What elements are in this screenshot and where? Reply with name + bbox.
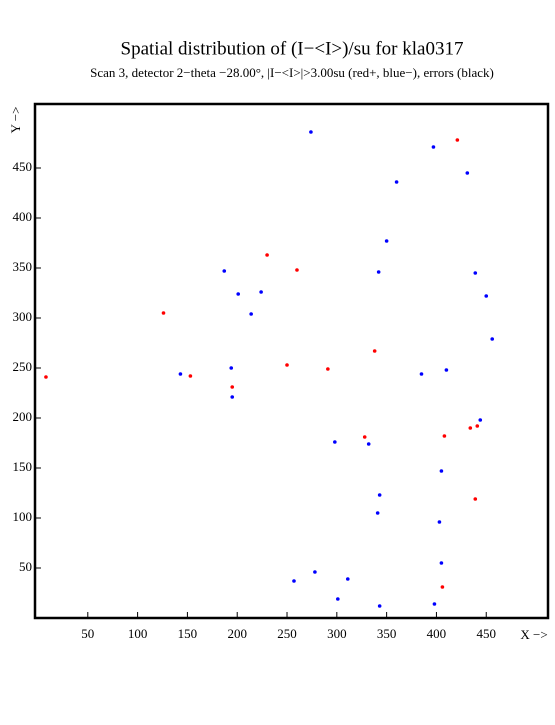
point [309,130,313,134]
x-tick-label: 50 [81,626,94,641]
point [249,312,253,316]
y-tick-label: 450 [13,159,33,174]
y-tick-label: 100 [13,509,33,524]
point [178,372,183,376]
point [473,271,478,275]
point [229,366,234,370]
point [484,294,489,298]
y-tick-label: 250 [13,359,33,374]
point [230,385,235,389]
point [439,469,444,473]
point [161,311,166,315]
point [444,368,449,372]
point [295,268,299,272]
point [394,180,399,184]
chart-subtitle: Scan 3, detector 2−theta −28.00°, |I−<I>… [90,65,494,80]
point [377,604,382,608]
point [372,349,377,353]
point [222,269,227,273]
point [440,585,445,589]
point [431,145,436,149]
x-axis-label: X −> [520,627,547,642]
point [366,442,371,446]
point [478,418,483,422]
point [384,239,389,243]
y-tick-label: 350 [13,259,33,274]
point [236,292,241,296]
point [465,171,470,175]
point [188,374,193,378]
y-tick-label: 200 [13,409,33,424]
x-tick-label: 150 [178,626,198,641]
point [468,426,473,430]
x-tick-label: 350 [377,626,397,641]
point [259,290,263,294]
x-tick-label: 100 [128,626,148,641]
point [439,561,444,565]
point [376,270,381,274]
point [432,602,437,606]
point [419,372,424,376]
y-tick-label: 400 [13,209,33,224]
point [455,138,460,142]
x-tick-label: 450 [476,626,496,641]
y-tick-label: 50 [19,559,32,574]
point [490,337,495,341]
x-tick-label: 300 [327,626,347,641]
y-tick-label: 150 [13,459,33,474]
point [333,440,337,444]
x-tick-label: 400 [427,626,447,641]
chart-title: Spatial distribution of (I−<I>)/su for k… [121,38,464,59]
point [336,597,340,601]
plot-frame [33,102,550,620]
point [377,493,382,497]
point [442,434,447,438]
x-tick-label: 250 [277,626,297,641]
point [292,579,296,583]
point [313,570,317,574]
x-tick-label: 200 [227,626,247,641]
point [265,253,269,257]
point [362,435,367,439]
point [473,497,478,501]
point [475,424,480,428]
point [230,395,235,399]
point [326,367,330,371]
y-tick-label: 300 [13,309,33,324]
point [375,511,380,515]
point [44,375,48,379]
point [437,520,442,524]
point [285,363,289,367]
y-axis-label: Y −> [8,107,23,134]
point [345,577,350,581]
